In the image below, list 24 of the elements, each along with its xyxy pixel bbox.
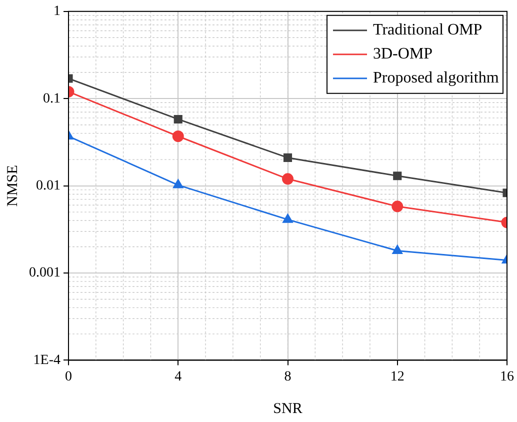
point [174, 114, 182, 124]
y-tick-label: 0.01 [36, 178, 60, 194]
y-tick-label: 1 [54, 4, 60, 20]
x-tick-label: 12 [390, 369, 404, 384]
y-tick-label: 1E-4 [33, 352, 60, 368]
point [392, 200, 404, 212]
legend-label: 3D-OMP [373, 46, 433, 63]
point [282, 173, 294, 185]
x-tick-label: 16 [500, 369, 514, 384]
point [283, 153, 292, 162]
legend-label: Traditional OMP [373, 22, 482, 39]
point [392, 244, 402, 254]
point [173, 179, 184, 188]
legend-label: Proposed algorithm [373, 70, 500, 87]
point [282, 214, 293, 223]
x-tick-label: 8 [284, 369, 292, 384]
y-axis-title: NMSE [4, 164, 21, 207]
point [172, 130, 184, 142]
point [393, 172, 402, 180]
y-tick-label: 0.1 [43, 91, 60, 106]
x-tick-label: 4 [174, 369, 182, 384]
x-axis-title: SNR [273, 400, 302, 417]
x-tick-label: 0 [65, 369, 72, 384]
y-tick-label: 0.001 [29, 266, 60, 281]
